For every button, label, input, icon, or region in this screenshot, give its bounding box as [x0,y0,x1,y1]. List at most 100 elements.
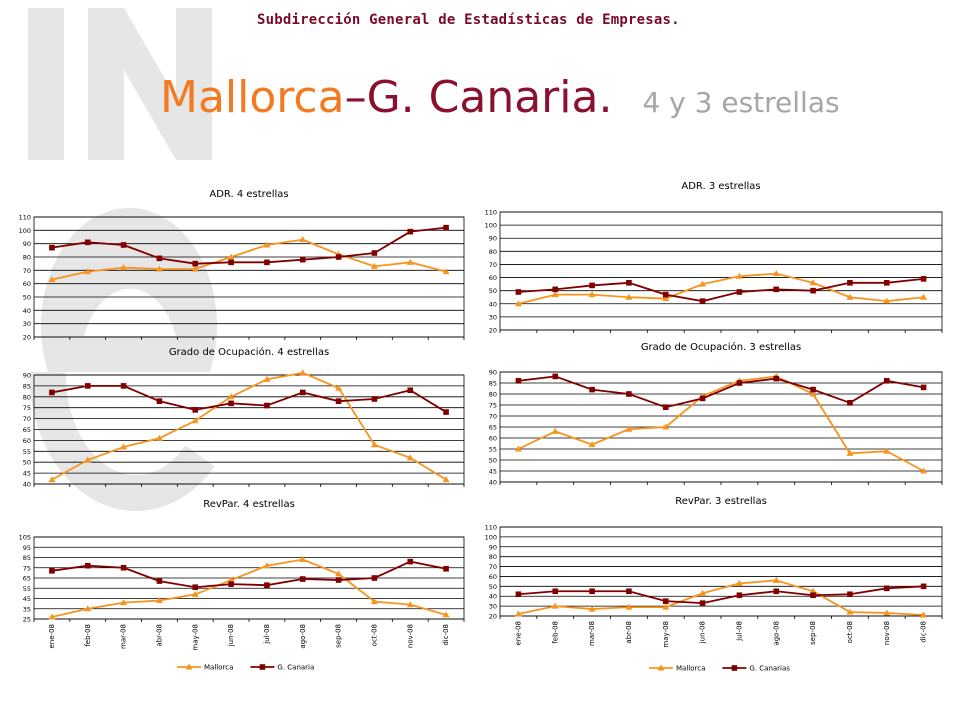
chart-title: ADR. 4 estrellas [209,189,288,200]
data-point-mallorca [846,608,854,615]
data-point-g-canarias [920,384,927,391]
x-tick-label: ene-08 [48,624,56,648]
data-point-mallorca [883,609,891,616]
y-tick-label: 90 [489,543,497,551]
data-point-mallorca [625,293,633,300]
data-point-g-canaria [228,581,234,587]
data-point-mallorca [48,276,56,283]
y-tick-label: 80 [489,391,497,399]
slide-title: Mallorca–G. Canaria. 4 y 3 estrellas [160,70,840,131]
title-mallorca: Mallorca [160,72,345,123]
data-point-mallorca [442,476,450,483]
data-point-g-canarias [883,585,890,592]
y-tick-label: 90 [489,235,497,243]
data-point-mallorca [227,253,235,260]
y-tick-label: 40 [23,307,31,315]
data-point-g-canaria [264,402,270,409]
data-point-mallorca [155,265,163,272]
data-point-g-canaria [299,256,306,263]
data-point-mallorca [551,602,559,609]
chart-title: Grado de Ocupación. 3 estrellas [641,341,801,353]
data-point-g-canaria [228,400,234,407]
data-point-g-canaria [371,396,378,402]
y-tick-label: 60 [489,274,497,282]
data-point-mallorca [883,297,891,304]
y-tick-label: 100 [485,533,497,541]
chart-revpar-4-estrellas: RevPar. 4 estrellas 25 35 45 55 65 75 85 95 105 en… [19,499,465,672]
plot-area [33,216,465,338]
data-point-mallorca [883,447,891,454]
data-point-g-canaria [264,582,270,588]
y-tick-label: 65 [23,426,31,434]
y-tick-label: 80 [23,254,31,262]
data-point-g-canaria [407,228,414,235]
y-tick-label: 55 [489,446,497,454]
data-point-g-canaria [120,242,127,248]
data-point-mallorca [809,390,817,397]
data-point-mallorca [84,456,92,463]
data-point-g-canarias [883,280,890,286]
data-point-g-canaria [407,558,414,565]
data-point-g-canaria [335,398,342,404]
data-point-mallorca [406,601,414,608]
data-point-g-canarias [662,404,669,410]
x-tick-label: sep-08 [335,624,343,648]
title-subtitle: 4 y 3 estrellas [642,86,840,119]
data-point-g-canarias [552,286,559,293]
data-point-g-canaria [228,259,234,266]
x-tick-label: feb-08 [551,621,559,644]
data-point-mallorca [299,369,307,376]
y-tick-label: 95 [23,544,31,552]
y-tick-label: 50 [489,457,497,465]
data-point-g-canarias [662,291,669,298]
data-point-g-canaria [120,383,127,389]
data-point-g-canaria [443,565,449,572]
data-point-g-canaria [371,575,378,581]
legend-marker [185,663,193,670]
x-tick-label: ago-08 [299,624,307,649]
y-tick-label: 70 [489,563,497,571]
y-tick-label: 30 [489,603,497,611]
data-point-mallorca [263,241,271,248]
y-tick-label: 70 [23,267,31,275]
y-tick-label: 50 [23,294,31,302]
data-point-mallorca [335,384,343,391]
chart-adr-3-estrellas: ADR. 3 estrellas 20 30 40 50 60 70 80 90 100 110 [485,181,943,335]
y-tick-label: 25 [23,616,31,624]
data-point-g-canaria [120,564,127,571]
data-point-mallorca [625,425,633,432]
legend-marker [259,664,266,670]
y-tick-label: 85 [489,380,497,388]
y-tick-label: 30 [23,320,31,328]
chart-ocupacion-4-estrellas: Grado de Ocupación. 4 estrellas 40 45 50 55 6… [23,346,465,489]
data-point-mallorca [551,427,559,434]
x-tick-label: oct-08 [370,624,378,646]
x-tick-label: dic-08 [920,621,928,643]
x-tick-label: abr-08 [625,621,633,644]
y-tick-label: 80 [489,248,497,256]
chart-revpar-3-estrellas: RevPar. 3 estrellas 20 30 40 50 60 70 80 90 10011… [485,496,943,673]
data-point-g-canarias [810,592,816,599]
y-tick-label: 30 [489,313,497,321]
chart-title: ADR. 3 estrellas [681,181,760,192]
title-separator: – [344,72,367,123]
x-tick-label: jun-08 [699,621,707,644]
data-point-g-canaria [156,398,163,404]
data-point-g-canarias [847,591,853,598]
x-tick-label: jul-08 [735,621,743,642]
data-point-g-canarias [810,386,816,393]
y-tick-label: 110 [19,214,31,222]
data-point-g-canarias [589,386,595,393]
data-point-g-canarias [847,400,853,406]
data-point-mallorca [442,268,450,275]
data-point-g-canaria [84,239,91,246]
legend-marker [731,665,738,671]
data-point-mallorca [514,300,522,307]
series-line-mallorca [518,272,924,305]
x-tick-label: dic-08 [442,624,450,646]
data-point-mallorca [299,556,307,563]
y-tick-label: 20 [23,334,31,342]
series-line-g-canarias [518,375,924,409]
data-point-g-canaria [156,578,163,584]
data-point-g-canaria [443,224,449,231]
